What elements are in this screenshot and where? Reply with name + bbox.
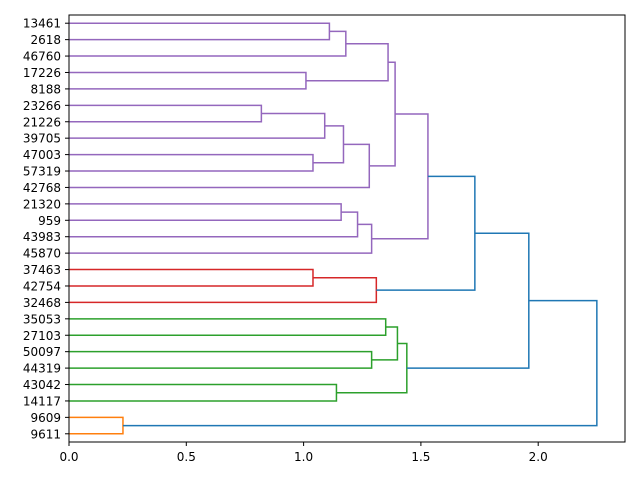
leaf-label: 21320	[23, 197, 61, 211]
x-tick-label: 2.0	[529, 450, 548, 464]
axes: 13461 2618 46760 17226 8188 23266 21226 39705 47…	[23, 14, 626, 464]
link-43042-14117	[69, 383, 338, 402]
leaf-label: 21226	[23, 115, 61, 129]
leaf-label: 35053	[23, 312, 61, 326]
leaf-label: 23266	[23, 99, 61, 113]
leaf-label: 13461	[23, 17, 61, 31]
link-13461-2618	[69, 22, 331, 41]
leaf-label: 959	[38, 214, 61, 228]
leaf-label: 27103	[23, 329, 61, 343]
leaf-label: 8188	[30, 82, 61, 96]
leaf-label: 9609	[30, 411, 61, 425]
leaf-label: 57319	[23, 165, 61, 179]
leaf-label: 2618	[30, 33, 61, 47]
link-17226-8188	[69, 71, 307, 90]
leaf-label: 43042	[23, 378, 61, 392]
leaf-label: 47003	[23, 148, 61, 162]
link-37463-42754	[69, 268, 314, 287]
leaf-label: 37463	[23, 263, 61, 277]
leaf-label: 43983	[23, 230, 61, 244]
x-tick-label: 0.0	[59, 450, 78, 464]
leaf-label: 17226	[23, 66, 61, 80]
x-tick-label: 1.5	[411, 450, 430, 464]
link-23266-21226	[69, 104, 263, 123]
leaf-label: 42768	[23, 181, 61, 195]
link-m5-m6	[312, 125, 345, 164]
leaf-label: 32468	[23, 296, 61, 310]
leaf-label: 45870	[23, 247, 61, 261]
leaf-label: 9611	[30, 427, 61, 441]
leaf-label: 44319	[23, 362, 61, 376]
link-m16-m21	[406, 232, 530, 369]
leaf-label: 39705	[23, 132, 61, 146]
link-m22-m23	[122, 299, 598, 427]
x-tick-label: 1.0	[294, 450, 313, 464]
leaf-label: 46760	[23, 50, 61, 64]
leaf-label: 50097	[23, 345, 61, 359]
x-tick-label: 0.5	[177, 450, 196, 464]
link-47003-57319	[69, 153, 314, 172]
link-m4-39705	[69, 112, 326, 139]
plot-frame	[68, 14, 626, 443]
leaf-label: 14117	[23, 394, 61, 408]
dendrogram-links	[69, 22, 598, 435]
leaf-label: 42754	[23, 279, 61, 293]
